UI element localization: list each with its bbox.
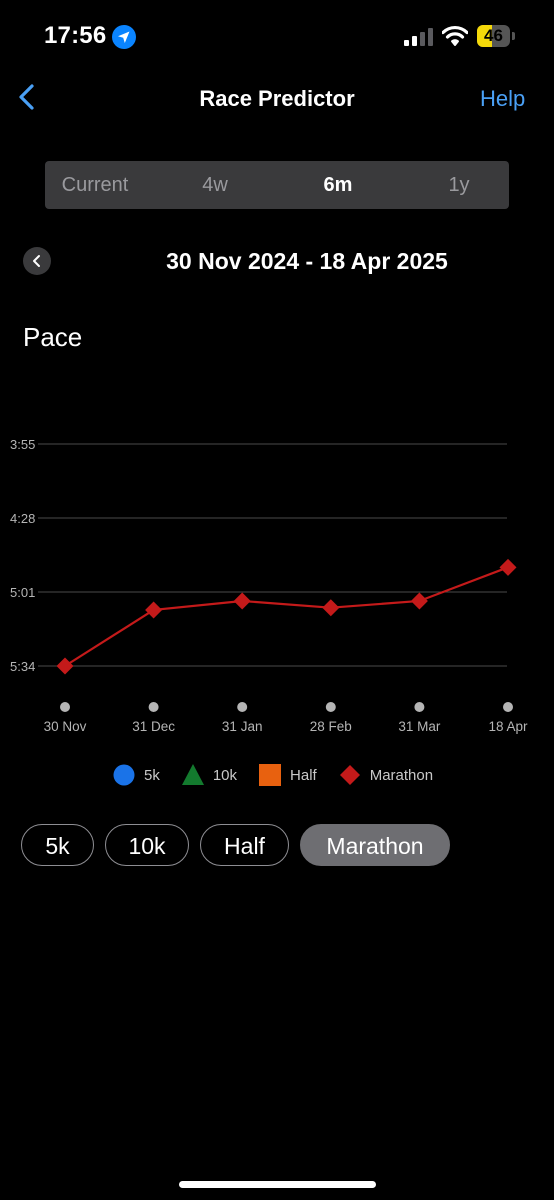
pace-line-chart: 3:55 4:28 5:01 5:34 30 Nov 31 Dec 31 Jan 28 Feb…: [10, 437, 528, 734]
help-button[interactable]: Help: [480, 86, 526, 111]
filter-chip-half[interactable]: Half: [200, 824, 289, 866]
home-indicator: [179, 1181, 376, 1188]
data-point-diamond: [233, 592, 251, 610]
chart-section-title: Pace: [23, 322, 83, 352]
series-line-marathon: [64, 566, 509, 667]
wifi-icon: [441, 25, 469, 47]
y-tick-label: 3:55: [10, 437, 35, 452]
x-tick-dot: [503, 702, 513, 712]
date-range-label: 30 Nov 2024 - 18 Apr 2025: [166, 248, 448, 274]
x-tick-dot: [60, 702, 70, 712]
x-tick-label: 30 Nov: [44, 719, 87, 734]
segment-1y[interactable]: 1y: [448, 174, 470, 196]
filter-chip-5k[interactable]: 5k: [21, 824, 94, 866]
diamond-marker-icon: [339, 765, 360, 785]
legend-label: Marathon: [369, 766, 434, 784]
circle-marker-icon: [113, 764, 135, 786]
chevron-left-icon: [33, 255, 40, 267]
page-title: Race Predictor: [199, 86, 355, 111]
legend-label: Half: [290, 766, 317, 784]
location-arrow-icon: [112, 25, 136, 49]
triangle-marker-icon: [181, 764, 204, 785]
x-tick-dot: [237, 702, 248, 712]
x-tick-label: 18 Apr: [488, 719, 528, 734]
filter-chip-10k[interactable]: 10k: [105, 824, 189, 866]
legend-label: 10k: [212, 766, 238, 784]
chart-legend: 5k 10k Half Marathon: [113, 763, 455, 787]
data-point-diamond: [499, 558, 517, 576]
battery-percentage: 46: [484, 26, 503, 45]
chevron-left-icon: [19, 84, 34, 110]
back-button[interactable]: [14, 82, 42, 112]
period-segmented-control: Current 4w 6m 1y: [45, 161, 509, 209]
x-tick-dot: [414, 702, 425, 712]
data-point-diamond: [145, 601, 163, 619]
battery-icon: 46: [477, 25, 517, 47]
x-tick-label: 31 Jan: [222, 719, 263, 734]
x-tick-dot: [325, 702, 336, 712]
x-tick-dot: [148, 702, 159, 712]
legend-item-half: Half: [259, 764, 317, 786]
cellular-signal-icon: [404, 27, 434, 47]
legend-item-5k: 5k: [113, 764, 160, 786]
y-tick-label: 5:01: [10, 585, 35, 600]
data-point-diamond: [56, 657, 74, 675]
legend-item-marathon: Marathon: [339, 764, 433, 786]
previous-period-button[interactable]: [23, 247, 51, 275]
data-point-diamond: [322, 599, 340, 617]
x-tick-label: 31 Dec: [132, 719, 175, 734]
data-point-diamond: [410, 592, 428, 610]
y-tick-label: 5:34: [10, 659, 35, 674]
x-tick-label: 28 Feb: [310, 719, 352, 734]
y-tick-label: 4:28: [10, 511, 35, 526]
status-time: 17:56: [44, 22, 107, 49]
segment-6m[interactable]: 6m: [323, 174, 353, 196]
legend-item-10k: 10k: [181, 764, 238, 786]
segment-4w[interactable]: 4w: [202, 174, 228, 196]
legend-label: 5k: [144, 766, 160, 784]
filter-chip-marathon[interactable]: Marathon: [300, 824, 450, 866]
x-tick-label: 31 Mar: [398, 719, 441, 734]
square-marker-icon: [259, 764, 282, 786]
segment-current[interactable]: Current: [61, 174, 129, 196]
